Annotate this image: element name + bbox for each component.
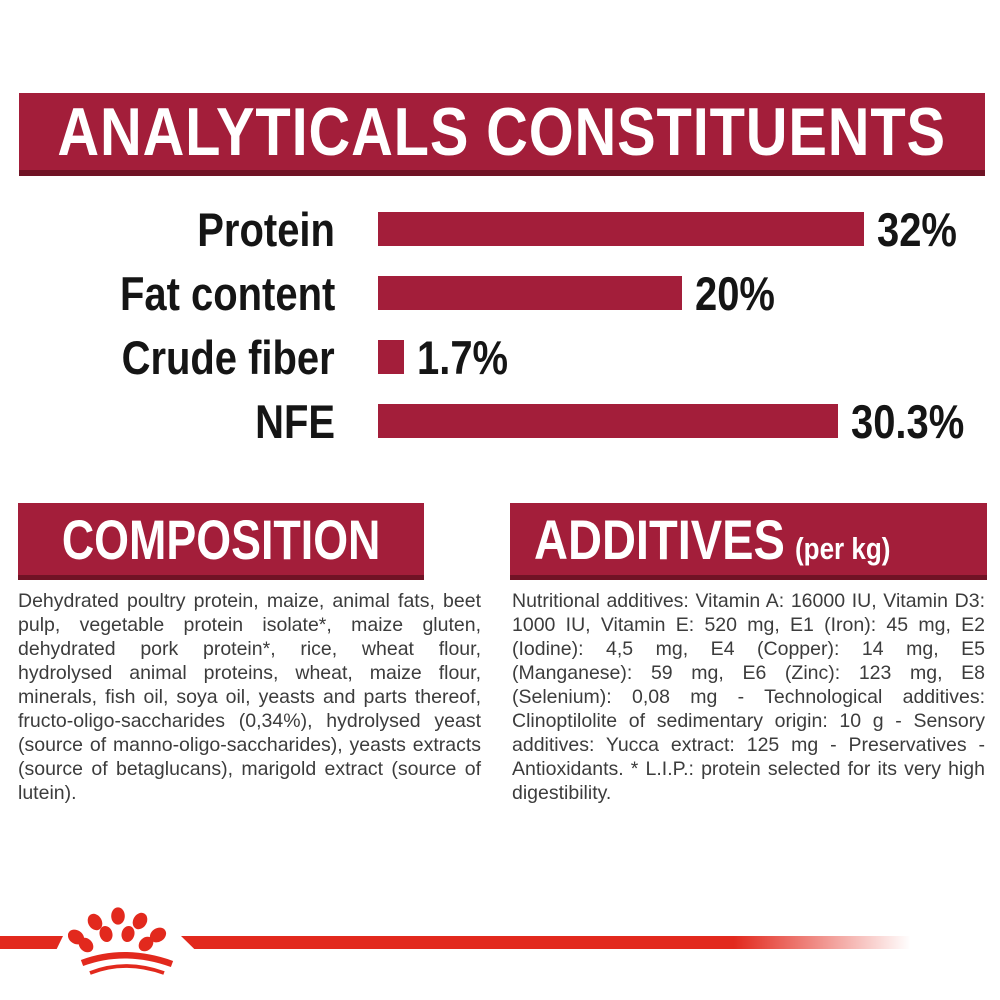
chart-bar [378, 404, 838, 438]
chart-category-label: Fat content [119, 266, 335, 320]
chart-row: Fat content 20% [0, 266, 1000, 320]
chart-value-label: 32% [877, 202, 957, 256]
chart-category-label: Protein [197, 202, 335, 256]
analytical-constituents-bar-chart: Protein 32% Fat content 20% Crude fiber 1.7% N… [0, 0, 1000, 460]
chart-bar [378, 276, 682, 310]
chart-bar [378, 212, 864, 246]
red-rule-left [0, 936, 63, 949]
additives-text: Nutritional additives: Vitamin A: 16000 … [512, 590, 985, 804]
chart-row: Crude fiber 1.7% [0, 330, 1000, 384]
chart-category-label: Crude fiber [121, 330, 335, 384]
red-rule-right [181, 936, 918, 949]
chart-row: NFE 30.3% [0, 394, 1000, 448]
additives-title-suffix: (per kg) [794, 530, 891, 566]
additives-title: ADDITIVES [534, 507, 785, 571]
composition-text: Dehydrated poultry protein, maize, anima… [18, 590, 481, 804]
chart-value-label: 1.7% [417, 330, 509, 384]
composition-title: COMPOSITION [61, 507, 381, 571]
chart-value-label: 30.3% [851, 394, 965, 448]
composition-banner: COMPOSITION [18, 503, 424, 580]
analytical-constituents-title: ANALYTICALS CONSTITUENTS [57, 93, 947, 170]
chart-value-label: 20% [695, 266, 775, 320]
footer [0, 895, 1000, 1000]
additives-banner: ADDITIVES (per kg) [510, 503, 987, 580]
chart-row: Protein 32% [0, 202, 1000, 256]
royal-canin-crown-icon [68, 907, 174, 975]
chart-category-label: NFE [255, 394, 335, 448]
chart-bar [378, 340, 404, 374]
analytical-constituents-banner: ANALYTICALS CONSTITUENTS [19, 93, 985, 176]
